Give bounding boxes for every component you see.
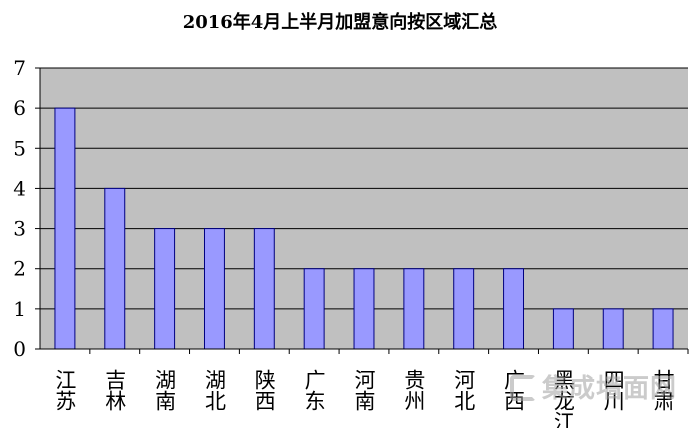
y-tick-label: 1: [13, 297, 26, 321]
x-category-label: 吉林: [103, 369, 127, 411]
watermark-text: 集成墙面网: [542, 374, 678, 404]
x-category-label: 广东: [302, 369, 326, 411]
x-category-label: 江苏: [53, 369, 77, 411]
y-tick-label: 0: [13, 337, 26, 361]
watermark-logo-icon: [510, 375, 536, 401]
x-category-label: 湖南: [153, 369, 177, 411]
x-category-label: 贵州: [402, 369, 426, 411]
bar: [652, 308, 674, 350]
x-category-label: 河南: [352, 369, 376, 411]
y-tick-label: 7: [13, 56, 26, 80]
y-tick-label: 3: [13, 217, 26, 241]
watermark: 集成墙面网: [510, 368, 677, 405]
y-tick-label: 4: [13, 176, 26, 200]
bar: [104, 187, 126, 350]
x-category-label: 甘肃: [651, 369, 675, 411]
bar: [602, 308, 624, 350]
y-axis-ticks: 0 1 2 3 4 5 6 7: [13, 56, 40, 361]
bar: [54, 107, 76, 350]
x-category-label: 陕西: [252, 369, 276, 411]
x-category-label: 黑龙江: [551, 369, 575, 428]
bar: [353, 268, 375, 350]
y-tick-label: 5: [13, 136, 26, 160]
bar: [453, 268, 475, 350]
y-tick-label: 6: [13, 96, 26, 120]
x-category-label: 湖北: [202, 369, 226, 411]
bar: [503, 268, 525, 350]
bar: [203, 228, 225, 350]
chart-title: 2016年4月上半月加盟意向按区域汇总: [183, 11, 498, 33]
y-tick-label: 2: [13, 257, 26, 281]
bar: [552, 308, 574, 350]
x-axis-labels: 江苏 吉林 湖南 湖北 陕西 广东 河南 贵州 河北 广西 黑龙江 四川 甘肃: [53, 349, 689, 428]
bar: [253, 228, 275, 350]
x-category-label: 四川: [601, 369, 625, 411]
bar: [303, 268, 325, 350]
bar: [154, 228, 176, 350]
bar: [403, 268, 425, 350]
x-category-label: 河北: [452, 369, 476, 411]
